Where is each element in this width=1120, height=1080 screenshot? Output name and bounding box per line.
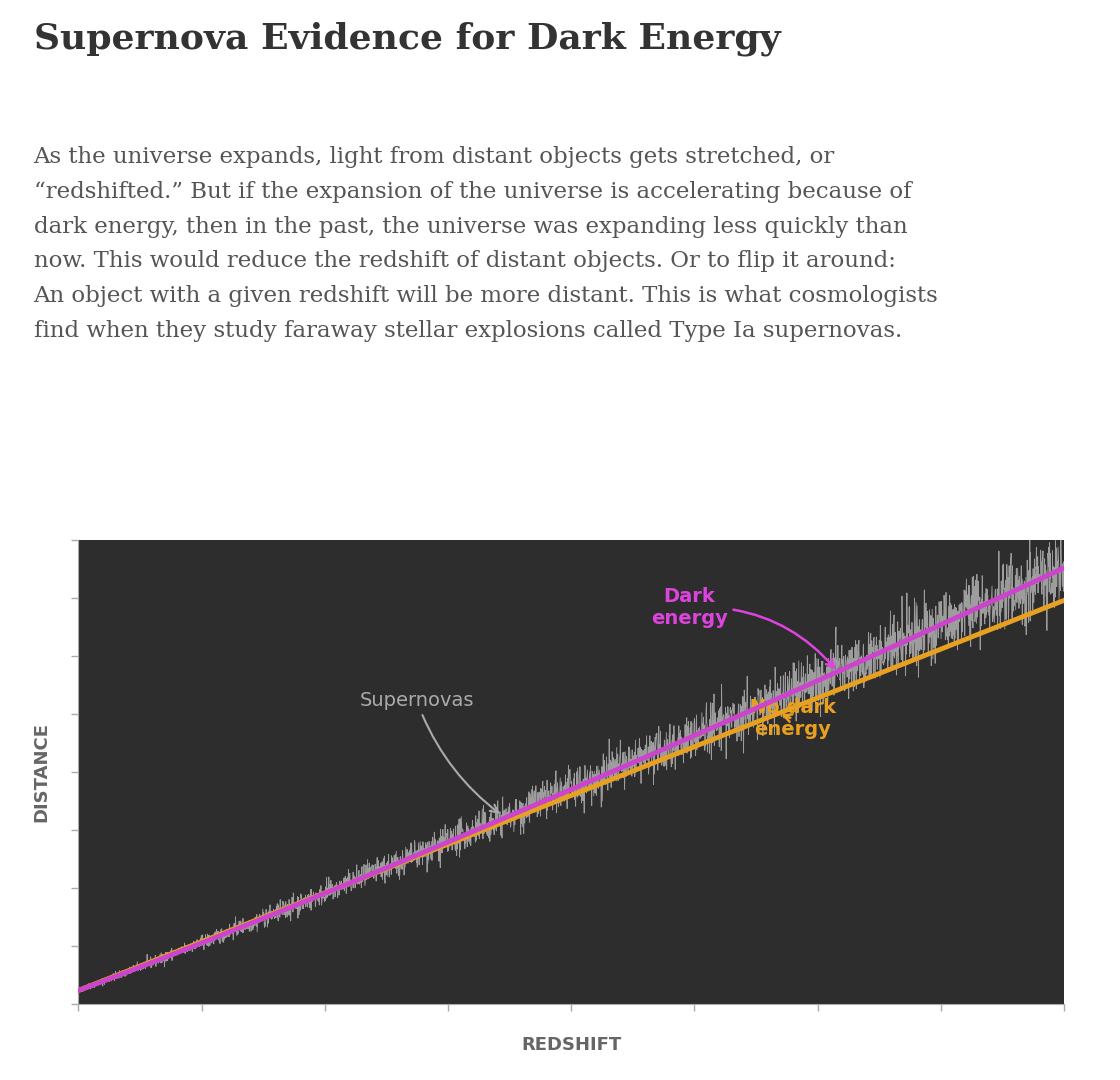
Text: Supernova Evidence for Dark Energy: Supernova Evidence for Dark Energy [34,22,781,56]
Text: No dark
energy: No dark energy [750,699,836,740]
Y-axis label: DISTANCE: DISTANCE [32,723,50,822]
Text: Supernovas: Supernovas [360,691,498,812]
Text: As the universe expands, light from distant objects gets stretched, or
“redshift: As the universe expands, light from dist… [34,146,939,341]
Text: Dark
energy: Dark energy [651,586,834,667]
X-axis label: REDSHIFT: REDSHIFT [521,1036,622,1054]
